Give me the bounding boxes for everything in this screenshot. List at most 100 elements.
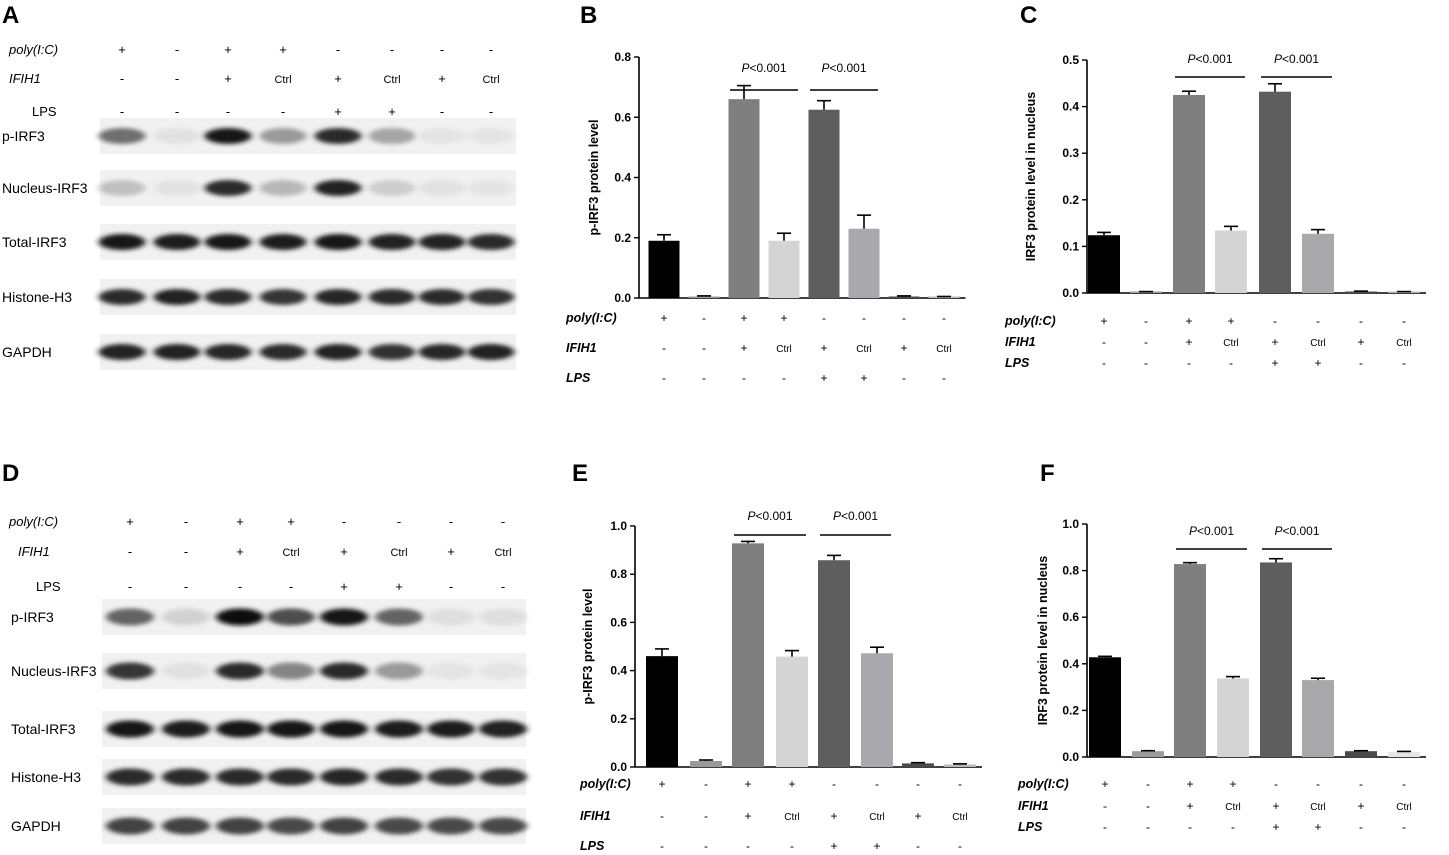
- band: [479, 817, 527, 835]
- condition-value: -: [1402, 820, 1406, 834]
- condition-value: -: [662, 341, 666, 355]
- condition-value: -: [704, 839, 708, 853]
- condition-value: Ctrl: [936, 344, 952, 355]
- condition-value: +: [1272, 820, 1279, 834]
- condition-label: IFIH1: [9, 71, 41, 86]
- bar: [1302, 233, 1334, 293]
- bar: [808, 109, 840, 298]
- condition-value: -: [1316, 314, 1320, 328]
- condition-value: -: [1146, 799, 1150, 813]
- band: [98, 180, 146, 196]
- p-symbol: P: [821, 61, 829, 75]
- condition-value: -: [862, 311, 866, 325]
- condition-label: IFIH1: [1005, 335, 1036, 349]
- bar: [861, 653, 893, 767]
- condition-value: Ctrl: [1310, 802, 1326, 813]
- bar: [1173, 94, 1205, 293]
- band-label: GAPDH: [2, 344, 52, 360]
- condition-value: +: [1186, 799, 1193, 813]
- y-tick-label: 0.6: [610, 615, 627, 629]
- condition-label: LPS: [1018, 820, 1043, 834]
- bar: [776, 656, 808, 767]
- band: [427, 817, 475, 835]
- bar: [1089, 657, 1121, 757]
- condition-value: -: [501, 514, 505, 529]
- band: [106, 720, 154, 738]
- y-axis-label: IRF3 protein level in nucleus: [1024, 92, 1038, 262]
- bar: [732, 543, 764, 767]
- condition-value: -: [1103, 799, 1107, 813]
- condition-value: +: [788, 777, 795, 791]
- y-tick-label: 0.3: [1062, 146, 1079, 160]
- condition-value: -: [1103, 820, 1107, 834]
- y-tick-label: 0.0: [614, 291, 631, 305]
- band: [267, 608, 315, 626]
- condition-value: Ctrl: [282, 547, 299, 559]
- y-axis-label: p-IRF3 protein level: [581, 589, 595, 705]
- band: [98, 128, 146, 144]
- significance-label: P<0.001: [1274, 52, 1319, 66]
- band: [467, 344, 515, 360]
- band: [204, 128, 252, 144]
- condition-value: Ctrl: [856, 344, 872, 355]
- band: [267, 817, 315, 835]
- condition-value: Ctrl: [390, 547, 407, 559]
- band: [259, 289, 307, 305]
- band: [375, 768, 423, 786]
- condition-value: -: [942, 371, 946, 385]
- band: [375, 720, 423, 738]
- band: [216, 720, 264, 738]
- condition-value: +: [830, 809, 837, 823]
- condition-value: +: [780, 311, 787, 325]
- condition-value: -: [501, 579, 505, 594]
- condition-value: -: [902, 371, 906, 385]
- condition-value: +: [660, 311, 667, 325]
- band: [259, 234, 307, 250]
- bar: [1088, 235, 1120, 293]
- y-tick-label: 0.0: [1062, 750, 1079, 764]
- significance-label: P<0.001: [833, 509, 878, 523]
- band: [216, 817, 264, 835]
- bar: [648, 240, 680, 298]
- condition-value: -: [226, 104, 230, 119]
- condition-value: -: [660, 809, 664, 823]
- p-value: <0.001: [1282, 524, 1319, 538]
- condition-label: IFIH1: [18, 544, 50, 559]
- band: [427, 720, 475, 738]
- bar: [1302, 680, 1334, 757]
- bar: [1215, 230, 1247, 293]
- band-label: Nucleus-IRF3: [11, 663, 97, 679]
- band: [98, 344, 146, 360]
- condition-value: -: [489, 42, 493, 57]
- band: [204, 344, 252, 360]
- condition-label: LPS: [566, 371, 591, 385]
- bar: [848, 228, 880, 298]
- bar-chart-f: 0.0 0.2 0.4 0.6 0.8 1.0 IRF3 protein level in …: [1017, 517, 1426, 834]
- condition-value: +: [1357, 335, 1364, 349]
- condition-value: -: [175, 42, 179, 57]
- condition-value: +: [236, 514, 244, 529]
- condition-value: -: [128, 544, 132, 559]
- band: [267, 768, 315, 786]
- condition-value: +: [740, 311, 747, 325]
- significance-label: P<0.001: [1187, 52, 1232, 66]
- band: [418, 234, 466, 250]
- band: [418, 128, 466, 144]
- bar-chart-e: 0.00.20.40.60.81.0p-IRF3 protein levelP<…: [579, 509, 982, 853]
- band: [375, 608, 423, 626]
- condition-label: IFIH1: [580, 809, 611, 823]
- condition-value: +: [287, 514, 295, 529]
- band: [153, 128, 201, 144]
- band: [467, 180, 515, 196]
- band-label: GAPDH: [11, 818, 61, 834]
- band-label: p-IRF3: [2, 128, 45, 144]
- panel-label-e: E: [572, 460, 588, 487]
- western-blot-panel-d: poly(I:C) + - + + - - - - IFIH1 - - + Ctrl + Ctrl + Ctrl L…: [8, 514, 527, 844]
- condition-value: +: [340, 579, 348, 594]
- band: [162, 817, 210, 835]
- band: [162, 720, 210, 738]
- condition-value: +: [820, 371, 827, 385]
- condition-value: -: [1359, 820, 1363, 834]
- p-symbol: P: [741, 61, 749, 75]
- condition-value: -: [746, 839, 750, 853]
